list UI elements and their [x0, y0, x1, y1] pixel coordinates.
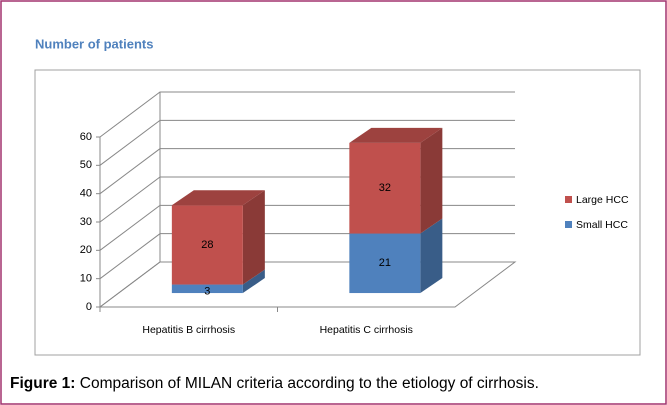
legend-label: Large HCC: [576, 194, 629, 206]
y-tick-label: 0: [86, 301, 92, 313]
legend-swatch: [565, 196, 572, 203]
chart-frame: [34, 69, 641, 356]
bar: [171, 284, 243, 294]
bar: [171, 205, 243, 285]
bar-side: [242, 190, 265, 285]
bar-top: [171, 190, 265, 206]
chart-title: Number of patients: [35, 36, 153, 51]
data-label: 32: [379, 182, 391, 194]
data-label: 21: [379, 257, 391, 269]
bar-side: [242, 269, 265, 294]
legend-label: Small HCC: [576, 219, 628, 231]
x-tick-label: Hepatitis B cirrhosis: [142, 324, 235, 336]
bar: [349, 233, 421, 294]
y-tick-label: 60: [80, 131, 92, 143]
legend-swatch: [565, 221, 572, 228]
data-label: 3: [204, 286, 210, 298]
y-tick-label: 30: [80, 216, 92, 228]
y-tick-label: 40: [80, 188, 92, 200]
y-tick-label: 20: [80, 244, 92, 256]
bar-top: [349, 127, 443, 143]
y-tick-label: 50: [80, 159, 92, 171]
bar-side: [420, 127, 443, 234]
data-label: 28: [201, 239, 213, 251]
bar: [349, 142, 421, 234]
bar-side: [420, 218, 443, 294]
y-tick-label: 10: [80, 273, 92, 285]
x-tick-label: Hepatitis C cirrhosis: [320, 324, 413, 336]
caption-label: Figure 1:: [10, 375, 75, 392]
caption-text: Comparison of MILAN criteria according t…: [80, 375, 539, 392]
caption: Figure 1: Comparison of MILAN criteria a…: [10, 375, 539, 392]
